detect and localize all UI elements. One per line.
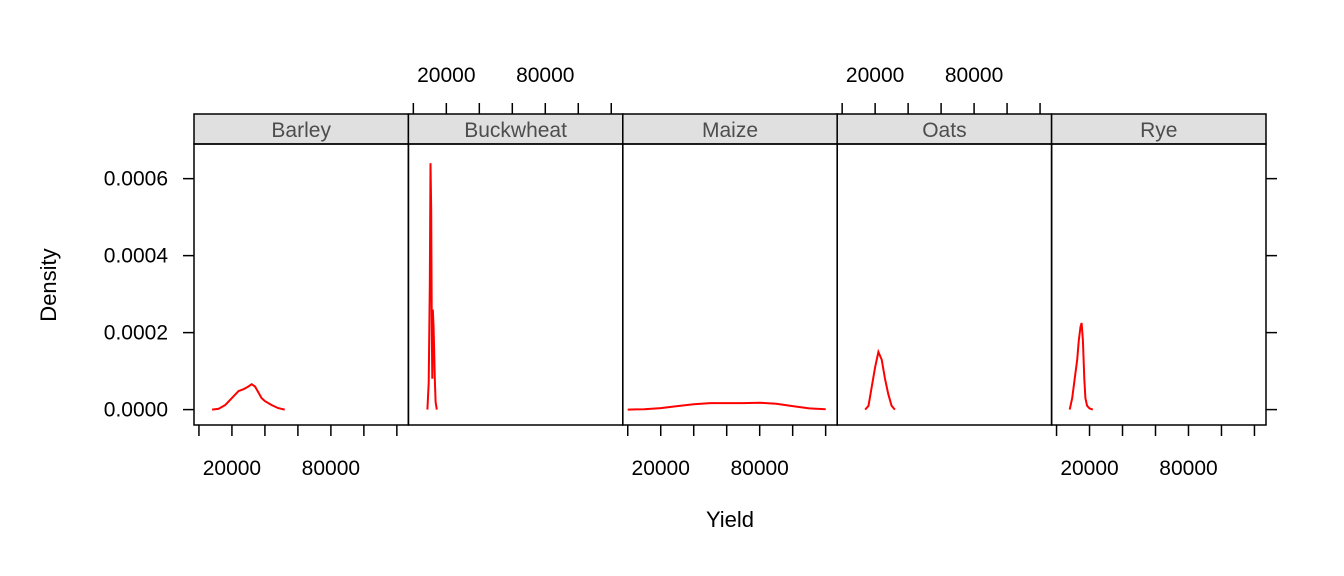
density-line-oats [864, 348, 896, 411]
strip-barley [193, 113, 410, 145]
axes-layer: 0.0000 0.0002 0.0004 0.0006 [104, 168, 1277, 422]
y-tick-label: 0.0002 [104, 322, 168, 345]
density-line-rye [1068, 322, 1094, 411]
x-axis-title: Yield [706, 507, 754, 532]
panel-rye: Rye 20000 80000 [1050, 113, 1267, 480]
panel-barley: Barley 20000 80000 [193, 113, 410, 480]
x-tick-label: 20000 [632, 457, 690, 480]
panel-frame-barley [193, 143, 410, 426]
y-tick-label: 0.0004 [104, 245, 169, 268]
panel-oats: Oats 20000 80000 [836, 64, 1053, 426]
x-tick-label: 20000 [1060, 457, 1118, 480]
density-line-buckwheat [426, 163, 438, 410]
panel-frame-oats [836, 143, 1053, 426]
strip-label-rye: Rye [1140, 119, 1177, 142]
x-tick-label: 20000 [417, 64, 475, 87]
panel-buckwheat: Buckwheat 20000 80000 [407, 64, 624, 426]
y-tick-label: 0.0006 [104, 168, 168, 191]
x-tick-label: 20000 [203, 457, 261, 480]
panel-frame-maize [622, 143, 838, 426]
x-tick-label: 20000 [846, 64, 904, 87]
strip-rye [1050, 113, 1267, 145]
strip-oats [836, 113, 1053, 145]
density-line-barley [211, 382, 285, 411]
density-line-maize [627, 401, 826, 411]
x-tick-label: 80000 [516, 64, 574, 87]
strip-label-oats: Oats [922, 119, 966, 142]
x-tick-label: 80000 [302, 457, 360, 480]
x-tick-label: 80000 [1159, 457, 1217, 480]
y-tick-label: 0.0000 [104, 399, 168, 422]
strip-label-maize: Maize [702, 119, 758, 142]
panel-frame-buckwheat [407, 143, 624, 426]
y-axis-title: Density [36, 248, 61, 321]
x-tick-label: 80000 [730, 457, 788, 480]
strip-label-buckwheat: Buckwheat [464, 119, 567, 142]
x-tick-label: 80000 [945, 64, 1003, 87]
strip-label-barley: Barley [271, 119, 331, 142]
strip-buckwheat [407, 113, 624, 145]
panel-maize: Maize 20000 80000 [622, 113, 838, 480]
panel-frame-rye [1050, 143, 1267, 426]
